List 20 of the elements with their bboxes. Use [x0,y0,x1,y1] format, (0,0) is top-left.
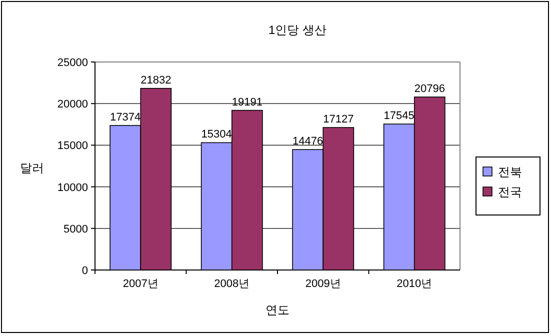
x-tick-label: 2010년 [396,278,432,290]
x-axis-title: 연도 [266,303,290,317]
data-label: 15304 [201,128,232,141]
y-tick-label: 15000 [57,140,88,152]
data-label: 21832 [140,74,172,86]
legend-label: 전북 [498,165,522,179]
y-tick-label: 5000 [64,223,88,236]
data-label: 17127 [323,114,354,126]
y-tick-label: 10000 [57,182,88,194]
y-tick-label: 20000 [57,98,88,111]
x-tick-label: 2007년 [122,278,158,290]
y-axis-title: 달러 [20,161,44,175]
x-tick-label: 2009년 [305,278,341,290]
x-tick-label: 2008년 [214,278,250,290]
data-label: 17545 [384,110,414,122]
y-tick-label: 0 [82,265,88,277]
legend-label: 전국 [498,185,522,199]
chart-title: 1인당 생산 [268,23,327,37]
y-tick-label: 25000 [57,57,88,69]
data-label: 20796 [414,82,445,95]
